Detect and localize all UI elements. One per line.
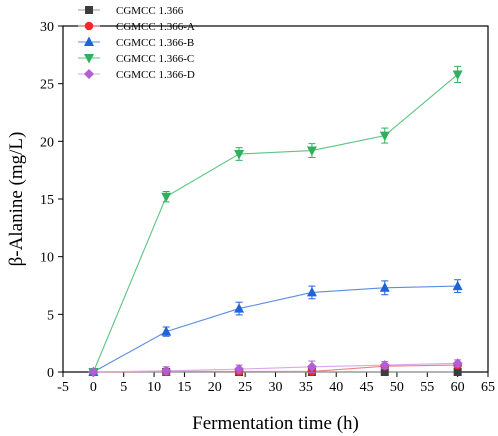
series-line xyxy=(92,74,458,373)
x-tick-label: 40 xyxy=(329,380,343,395)
x-tick-label: 5 xyxy=(120,380,127,395)
legend-item: CGMCC 1.366-B xyxy=(78,36,194,49)
data-point xyxy=(379,282,390,292)
y-tick-label: 10 xyxy=(40,251,54,266)
y-tick-label: 30 xyxy=(40,20,54,35)
data-point xyxy=(234,303,245,313)
x-tick-label: 15 xyxy=(177,380,191,395)
data-point xyxy=(306,286,317,297)
data-point xyxy=(306,146,317,157)
legend-marker xyxy=(84,36,94,46)
data-point xyxy=(234,150,245,160)
legend-marker xyxy=(84,54,94,64)
data-point xyxy=(452,280,463,291)
legend: CGMCC 1.366 CGMCC 1.366-A CGMCC 1.366-B CGM… xyxy=(78,5,195,81)
data-point xyxy=(161,192,172,203)
series-4 xyxy=(88,65,463,378)
x-tick-label: 25 xyxy=(238,380,252,395)
x-tick-label: 50 xyxy=(390,380,404,395)
data-point xyxy=(452,70,463,80)
y-tick-label: 5 xyxy=(47,308,54,323)
series-line xyxy=(93,285,458,373)
series-5 xyxy=(88,358,463,377)
legend-label: CGMCC 1.366-D xyxy=(116,69,195,81)
data-point xyxy=(380,368,389,376)
legend-marker xyxy=(84,21,94,31)
data-point xyxy=(306,361,317,372)
y-tick-label: 15 xyxy=(40,193,54,208)
legend-marker xyxy=(84,69,94,79)
x-tick-label: 55 xyxy=(420,380,434,395)
y-tick-label: 20 xyxy=(40,135,54,150)
data-point xyxy=(161,365,172,376)
x-tick-label: 30 xyxy=(269,380,283,395)
legend-item: CGMCC 1.366-A xyxy=(78,21,195,33)
y-axis-title: β-Alanine (mg/L) xyxy=(6,132,27,267)
legend-item: CGMCC 1.366-C xyxy=(78,53,194,65)
x-tick-label: 10 xyxy=(147,380,161,395)
series-line xyxy=(93,362,458,373)
legend-label: CGMCC 1.366-A xyxy=(116,21,195,33)
legend-label: CGMCC 1.366-C xyxy=(116,53,194,65)
data-point xyxy=(88,367,99,377)
x-tick-label: 0 xyxy=(90,380,97,395)
x-tick-label: 45 xyxy=(360,380,374,395)
series-layer xyxy=(88,65,463,378)
legend-label: CGMCC 1.366 xyxy=(116,5,184,17)
x-axis-title: Fermentation time (h) xyxy=(192,413,359,434)
y-tick-label: 25 xyxy=(40,78,54,93)
legend-label: CGMCC 1.366-B xyxy=(116,37,194,49)
data-point xyxy=(161,326,172,336)
data-point xyxy=(379,360,390,371)
legend-item: CGMCC 1.366-D xyxy=(78,69,195,81)
x-tick-label: 35 xyxy=(299,380,313,395)
legend-item: CGMCC 1.366 xyxy=(78,5,184,17)
x-tick-label: 20 xyxy=(208,380,222,395)
data-point xyxy=(452,358,463,369)
data-point xyxy=(234,364,245,375)
x-tick-label: -5 xyxy=(57,380,69,395)
x-tick-label: 60 xyxy=(451,380,465,395)
x-tick-label: 65 xyxy=(481,380,495,395)
data-point xyxy=(379,131,390,142)
y-tick-label: 0 xyxy=(47,366,54,381)
legend-marker xyxy=(85,6,93,14)
data-point xyxy=(453,368,462,376)
